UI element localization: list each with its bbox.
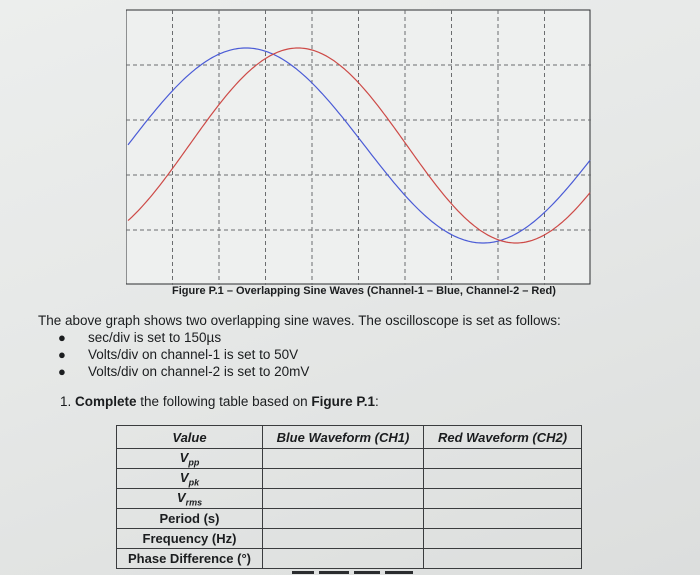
setting-ch2-volts-div: ● Volts/div on channel-2 is set to 20mV: [58, 364, 310, 379]
setting-sec-div: ● sec/div is set to 150µs: [58, 330, 222, 345]
figure-caption: Figure P.1 – Overlapping Sine Waves (Cha…: [172, 285, 556, 297]
cell-red-vpp[interactable]: [423, 448, 582, 469]
cut-off-text-fragment: [292, 567, 422, 575]
cell-blue-vpk[interactable]: [262, 468, 424, 489]
row-label-frequency: Frequency (Hz): [116, 528, 263, 549]
question-verb: Complete: [75, 394, 137, 409]
bullet-icon: ●: [58, 347, 66, 362]
table-row: Vpk: [116, 468, 582, 489]
cell-red-phase[interactable]: [423, 548, 582, 569]
cell-blue-vrms[interactable]: [262, 488, 424, 509]
bullet-icon: ●: [58, 364, 66, 379]
question-number: 1.: [60, 394, 72, 409]
header-value: Value: [116, 425, 263, 449]
intro-paragraph: The above graph shows two overlapping si…: [38, 313, 561, 328]
answer-table: Value Blue Waveform (CH1) Red Waveform (…: [116, 425, 582, 569]
oscilloscope-figure: [126, 9, 591, 285]
row-label-vrms: Vrms: [116, 488, 263, 509]
row-label-vpp: Vpp: [116, 448, 263, 469]
oscilloscope-grid: [126, 9, 591, 285]
header-blue-waveform: Blue Waveform (CH1): [262, 425, 424, 449]
question-1: 1. Complete the following table based on…: [60, 394, 379, 409]
oscilloscope-settings-list: ● sec/div is set to 150µs ● Volts/div on c…: [58, 329, 309, 380]
cell-red-vpk[interactable]: [423, 468, 582, 489]
row-label-vpk: Vpk: [116, 468, 263, 489]
table-header-row: Value Blue Waveform (CH1) Red Waveform (…: [116, 425, 582, 449]
row-label-phase-difference: Phase Difference (°): [116, 548, 263, 569]
cell-blue-vpp[interactable]: [262, 448, 424, 469]
bullet-icon: ●: [58, 330, 66, 345]
question-text: the following table based on: [136, 394, 312, 409]
cell-red-vrms[interactable]: [423, 488, 582, 509]
channel-2-red-waveform: [127, 47, 591, 244]
cell-blue-phase[interactable]: [262, 548, 424, 569]
cell-blue-period[interactable]: [262, 508, 424, 529]
cell-red-period[interactable]: [423, 508, 582, 529]
setting-ch1-volts-div: ● Volts/div on channel-1 is set to 50V: [58, 347, 299, 362]
row-label-period: Period (s): [116, 508, 263, 529]
table-row: Vrms: [116, 488, 582, 509]
channel-1-blue-waveform: [127, 47, 591, 244]
table-row: Phase Difference (°): [116, 548, 582, 569]
cell-red-frequency[interactable]: [423, 528, 582, 549]
table-row: Frequency (Hz): [116, 528, 582, 549]
table-row: Period (s): [116, 508, 582, 529]
question-figure-ref: Figure P.1: [311, 394, 375, 409]
table-row: Vpp: [116, 448, 582, 469]
header-red-waveform: Red Waveform (CH2): [423, 425, 582, 449]
cell-blue-frequency[interactable]: [262, 528, 424, 549]
